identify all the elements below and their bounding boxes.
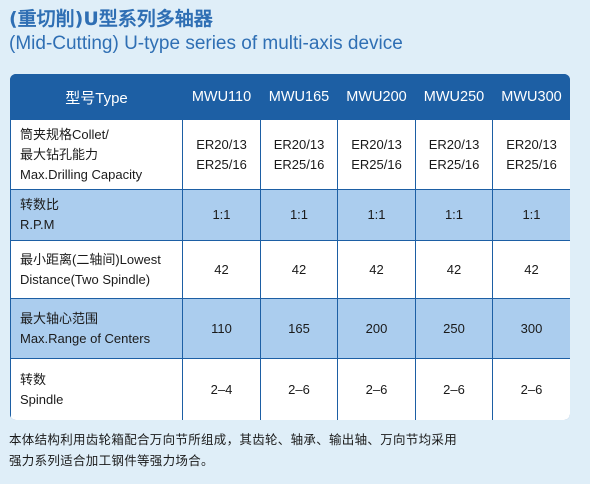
table-cell: 200 (337, 298, 416, 359)
cell-line: ER20/13 (506, 136, 557, 152)
table-cell: 1:1 (260, 189, 338, 241)
page-title-zh: (重切削)U型系列多轴器 (9, 8, 213, 30)
cell-line: ER25/16 (428, 156, 480, 172)
row-label: 最大轴心范围 Max.Range of Centers (10, 298, 183, 359)
table-row-range-centers: 最大轴心范围 Max.Range of Centers 110 165 200 … (10, 298, 570, 359)
cell-line: ER20/13 (273, 136, 325, 152)
table-cell: 1:1 (182, 189, 261, 241)
header-model: MWU200 (337, 74, 416, 120)
table-cell: 42 (415, 240, 493, 299)
row-label-line: 最大轴心范围 (20, 310, 99, 326)
table-cell: 165 (260, 298, 338, 359)
spec-table-container: 型号Type MWU110 MWU165 MWU200 MWU250 MWU30… (10, 74, 570, 420)
spec-table: 型号Type MWU110 MWU165 MWU200 MWU250 MWU30… (10, 74, 570, 420)
table-row-spindle: 转数 Spindle 2–4 2–6 2–6 2–6 2–6 (10, 358, 570, 420)
description-text: 本体结构利用齿轮箱配合万向节所组成，其齿轮、轴承、输出轴、万向节均采用 强力系列… (9, 429, 583, 471)
cell-line: ER25/16 (196, 156, 247, 172)
table-cell: ER20/13 ER25/16 (492, 119, 570, 190)
table-cell: 2–6 (337, 358, 416, 420)
row-label-line: Distance(Two Spindle) (20, 271, 151, 287)
table-cell: 1:1 (415, 189, 493, 241)
row-label-line: 转数 (20, 372, 47, 387)
table-cell: 2–4 (182, 358, 261, 420)
row-label-line: Spindle (20, 392, 64, 407)
description-line: 强力系列适合加工钢件等强力场合。 (9, 453, 214, 468)
row-label-line: R.P.M (20, 217, 55, 232)
table-cell: 1:1 (337, 189, 416, 241)
cell-line: ER25/16 (506, 156, 557, 172)
row-label-line: 转数比 (20, 197, 60, 212)
description-line: 本体结构利用齿轮箱配合万向节所组成，其齿轮、轴承、输出轴、万向节均采用 (9, 432, 458, 447)
table-cell: 42 (182, 240, 261, 299)
table-cell: ER20/13 ER25/16 (337, 119, 416, 190)
row-label-line: Max.Drilling Capacity (20, 166, 143, 182)
cell-line: ER25/16 (273, 156, 325, 172)
header-model: MWU250 (415, 74, 493, 120)
cell-line: ER20/13 (351, 136, 402, 152)
cell-line: ER25/16 (351, 156, 402, 172)
row-label-line: 最大钻孔能力 (20, 146, 99, 162)
row-label-line: 最小距离(二轴间)Lowest (20, 251, 161, 267)
table-cell: 42 (492, 240, 570, 299)
header-model: MWU165 (260, 74, 338, 120)
row-label-line: 筒夹规格Collet/ (20, 126, 109, 142)
row-label-line: Max.Range of Centers (20, 330, 151, 346)
table-cell: 250 (415, 298, 493, 359)
page-title-en: (Mid-Cutting) U-type series of multi-axi… (9, 33, 403, 54)
table-row-rpm: 转数比 R.P.M 1:1 1:1 1:1 1:1 1:1 (10, 189, 570, 241)
header-type-label: 型号Type (10, 74, 183, 120)
table-header-row: 型号Type MWU110 MWU165 MWU200 MWU250 MWU30… (10, 74, 570, 120)
table-cell: 300 (492, 298, 570, 359)
row-label: 最小距离(二轴间)Lowest Distance(Two Spindle) (10, 240, 183, 299)
row-label: 转数 Spindle (10, 358, 183, 420)
row-label: 转数比 R.P.M (10, 189, 183, 241)
table-cell: 2–6 (260, 358, 338, 420)
table-cell: 42 (337, 240, 416, 299)
table-cell: 42 (260, 240, 338, 299)
cell-line: ER20/13 (428, 136, 480, 152)
table-cell: ER20/13 ER25/16 (415, 119, 493, 190)
header-model: MWU300 (492, 74, 570, 120)
table-cell: 110 (182, 298, 261, 359)
table-cell: ER20/13 ER25/16 (260, 119, 338, 190)
table-row-collet: 筒夹规格Collet/ 最大钻孔能力 Max.Drilling Capacity… (10, 119, 570, 190)
table-cell: ER20/13 ER25/16 (182, 119, 261, 190)
cell-line: ER20/13 (196, 136, 247, 152)
table-cell: 1:1 (492, 189, 570, 241)
row-label: 筒夹规格Collet/ 最大钻孔能力 Max.Drilling Capacity (10, 119, 183, 190)
table-cell: 2–6 (492, 358, 570, 420)
header-model: MWU110 (182, 74, 261, 120)
table-row-lowest-distance: 最小距离(二轴间)Lowest Distance(Two Spindle) 42… (10, 240, 570, 299)
table-cell: 2–6 (415, 358, 493, 420)
